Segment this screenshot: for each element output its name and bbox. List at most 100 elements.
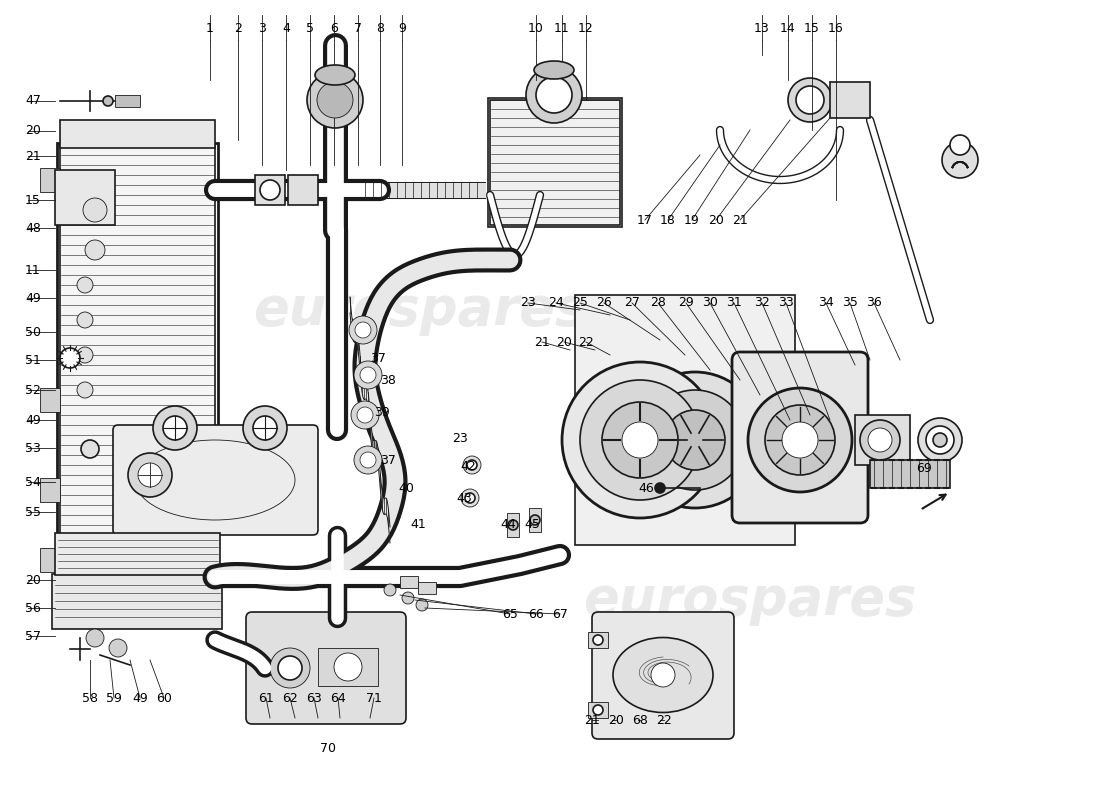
Circle shape: [82, 198, 107, 222]
Bar: [588, 702, 608, 718]
Bar: [855, 415, 910, 465]
Text: 45: 45: [524, 518, 540, 530]
Circle shape: [868, 428, 892, 452]
Text: 6: 6: [330, 22, 338, 34]
Circle shape: [253, 416, 277, 440]
Text: 4: 4: [282, 22, 290, 34]
Text: 46: 46: [638, 482, 653, 494]
Text: 34: 34: [818, 297, 834, 310]
FancyBboxPatch shape: [246, 612, 406, 724]
Circle shape: [77, 382, 94, 398]
Text: 26: 26: [596, 297, 612, 310]
Circle shape: [153, 406, 197, 450]
Text: 5: 5: [306, 22, 313, 34]
Circle shape: [60, 348, 80, 368]
Ellipse shape: [315, 65, 355, 85]
Text: 11: 11: [25, 263, 41, 277]
Bar: [52, 574, 222, 629]
Circle shape: [748, 388, 852, 492]
Text: 47: 47: [25, 94, 41, 107]
Ellipse shape: [613, 638, 713, 713]
Circle shape: [508, 520, 518, 530]
Circle shape: [85, 240, 104, 260]
Bar: [870, 460, 950, 488]
Circle shape: [526, 67, 582, 123]
Circle shape: [796, 86, 824, 114]
Text: 69: 69: [916, 462, 932, 474]
Text: 39: 39: [374, 406, 389, 418]
Bar: [55, 533, 220, 575]
Circle shape: [666, 410, 725, 470]
Circle shape: [602, 402, 678, 478]
Text: 53: 53: [25, 442, 41, 454]
Ellipse shape: [534, 61, 574, 79]
Circle shape: [109, 639, 126, 657]
Circle shape: [360, 452, 376, 468]
Text: 17: 17: [637, 214, 653, 226]
Text: 31: 31: [726, 297, 741, 310]
Text: 44: 44: [500, 518, 516, 530]
Bar: [60, 120, 215, 148]
Text: 63: 63: [306, 691, 322, 705]
Circle shape: [354, 446, 382, 474]
Text: 13: 13: [755, 22, 770, 34]
Text: 43: 43: [456, 491, 472, 505]
Text: 20: 20: [25, 125, 41, 138]
Circle shape: [278, 656, 303, 680]
Circle shape: [580, 380, 700, 500]
Bar: [488, 98, 622, 227]
Circle shape: [788, 78, 832, 122]
Circle shape: [77, 347, 94, 363]
Text: eurospares: eurospares: [253, 284, 586, 336]
Text: 21: 21: [535, 335, 550, 349]
Text: 54: 54: [25, 475, 41, 489]
Text: 23: 23: [520, 297, 536, 310]
Text: 18: 18: [660, 214, 675, 226]
Circle shape: [468, 460, 477, 470]
Text: eurospares: eurospares: [583, 574, 916, 626]
Bar: [288, 175, 318, 205]
Circle shape: [354, 361, 382, 389]
Text: 20: 20: [557, 335, 572, 349]
Circle shape: [562, 362, 718, 518]
FancyBboxPatch shape: [592, 612, 734, 739]
Circle shape: [593, 635, 603, 645]
Bar: [529, 508, 541, 532]
Circle shape: [77, 277, 94, 293]
Text: 51: 51: [25, 354, 41, 366]
Circle shape: [81, 440, 99, 458]
Circle shape: [243, 406, 287, 450]
Text: 56: 56: [25, 602, 41, 614]
Text: 20: 20: [25, 574, 41, 586]
Bar: [40, 168, 60, 192]
Text: 65: 65: [502, 607, 518, 621]
Bar: [490, 100, 620, 225]
Circle shape: [163, 416, 187, 440]
Text: 38: 38: [381, 374, 396, 386]
Bar: [507, 513, 519, 537]
Circle shape: [402, 592, 414, 604]
Text: 28: 28: [650, 297, 666, 310]
Text: 21: 21: [25, 150, 41, 162]
Circle shape: [536, 77, 572, 113]
Text: 3: 3: [258, 22, 266, 34]
Text: 22: 22: [579, 335, 594, 349]
Bar: [116, 95, 140, 107]
Text: 50: 50: [25, 326, 41, 338]
Circle shape: [933, 433, 947, 447]
Text: 40: 40: [398, 482, 414, 494]
Text: 57: 57: [25, 630, 41, 642]
Text: 19: 19: [684, 214, 700, 226]
Circle shape: [103, 96, 113, 106]
Text: 64: 64: [330, 691, 345, 705]
Text: 1: 1: [206, 22, 213, 34]
Text: 29: 29: [678, 297, 694, 310]
Text: 21: 21: [584, 714, 600, 726]
Text: 27: 27: [624, 297, 640, 310]
Text: 21: 21: [733, 214, 748, 226]
Circle shape: [621, 422, 658, 458]
Circle shape: [463, 456, 481, 474]
Text: 23: 23: [452, 431, 468, 445]
Text: 42: 42: [460, 459, 476, 473]
Bar: [60, 145, 215, 575]
